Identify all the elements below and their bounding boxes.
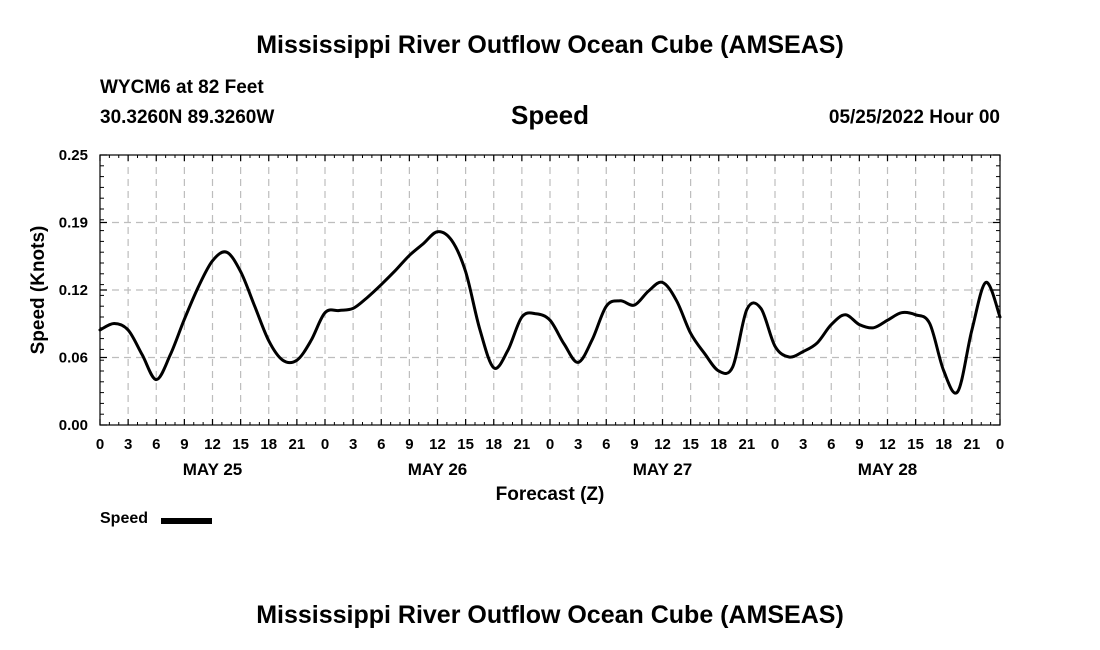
x-tick-label: 12 xyxy=(654,436,671,453)
station-label: WYCM6 at 82 Feet xyxy=(100,77,264,98)
x-tick-label: 15 xyxy=(457,436,474,453)
x-day-label: MAY 28 xyxy=(858,460,918,479)
x-tick-label: 9 xyxy=(405,436,413,453)
x-tick-label: 6 xyxy=(152,436,160,453)
chart-main-title: Mississippi River Outflow Ocean Cube (AM… xyxy=(256,31,844,59)
x-tick-label: 9 xyxy=(180,436,188,453)
y-tick-label: 0.25 xyxy=(59,147,88,164)
x-tick-label: 15 xyxy=(682,436,699,453)
y-axis-label: Speed (Knots) xyxy=(28,226,49,355)
y-tick-label: 0.12 xyxy=(59,282,88,299)
x-tick-label: 21 xyxy=(739,436,756,453)
x-tick-label: 21 xyxy=(514,436,531,453)
chart-subtitle: Speed xyxy=(510,100,590,130)
x-tick-label: 3 xyxy=(349,436,357,453)
x-day-label: MAY 25 xyxy=(183,460,243,479)
y-tick-label: 0.06 xyxy=(59,350,88,367)
x-tick-label: 21 xyxy=(289,436,306,453)
y-tick-label: 0.00 xyxy=(59,417,88,434)
x-tick-label: 15 xyxy=(232,436,249,453)
x-tick-label: 12 xyxy=(204,436,221,453)
footer-title: Mississippi River Outflow Ocean Cube (AM… xyxy=(256,601,844,629)
x-tick-label: 18 xyxy=(935,436,952,453)
x-tick-label: 9 xyxy=(855,436,863,453)
x-tick-label: 0 xyxy=(996,436,1004,453)
speed-series-line xyxy=(98,230,1002,395)
legend-speed-label: Speed xyxy=(100,510,149,527)
x-tick-label: 15 xyxy=(907,436,924,453)
coordinates-label: 30.3260N 89.3260W xyxy=(100,107,275,128)
x-tick-label: 6 xyxy=(602,436,610,453)
x-axis-label: Forecast (Z) xyxy=(496,484,605,505)
x-tick-label: 0 xyxy=(771,436,779,453)
x-tick-label: 3 xyxy=(124,436,132,453)
forecast-datetime-label: 05/25/2022 Hour 00 xyxy=(828,107,1000,128)
x-tick-label: 9 xyxy=(630,436,638,453)
y-tick-label: 0.19 xyxy=(59,215,88,232)
grid-lines xyxy=(100,155,1000,425)
legend-speed-swatch xyxy=(161,518,212,524)
x-tick-label: 18 xyxy=(485,436,502,453)
x-tick-label: 3 xyxy=(799,436,807,453)
x-tick-label: 3 xyxy=(574,436,582,453)
x-tick-label: 18 xyxy=(260,436,277,453)
x-day-label: MAY 27 xyxy=(633,460,693,479)
x-tick-label: 18 xyxy=(710,436,727,453)
x-tick-label: 12 xyxy=(429,436,446,453)
x-tick-label: 0 xyxy=(96,436,104,453)
x-tick-label: 21 xyxy=(964,436,981,453)
axis-labels: 0 3 6 9 12 15 18 21 0 3 6 9 12 15 18 21 0 3 6 9 12 15 18 21 0 3 6 9… xyxy=(59,147,1004,479)
plot-frame xyxy=(99,154,1001,426)
x-tick-label: 0 xyxy=(321,436,329,453)
x-tick-label: 0 xyxy=(546,436,554,453)
x-tick-label: 6 xyxy=(377,436,385,453)
x-tick-label: 6 xyxy=(827,436,835,453)
x-day-label: MAY 26 xyxy=(408,460,468,479)
x-tick-label: 12 xyxy=(879,436,896,453)
